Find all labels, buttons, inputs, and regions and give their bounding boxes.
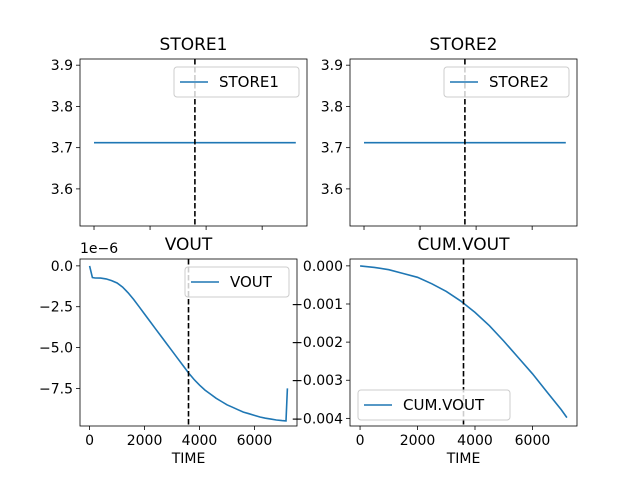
y-tick-label: 3.6: [51, 182, 73, 198]
axes-frame: [349, 58, 578, 227]
axes-frame: [79, 258, 298, 427]
y-tick-label: −0.003: [291, 373, 343, 389]
x-tick-label: 4000: [182, 433, 218, 449]
y-tick-label: 0.0: [51, 259, 73, 275]
legend-box: [357, 389, 511, 421]
x-tick-label: 6000: [515, 433, 551, 449]
legend: STORE2: [443, 66, 570, 98]
y-tick-label: −0.002: [291, 335, 343, 351]
x-axis-label: TIME: [171, 451, 206, 467]
x-tick-label: 2000: [127, 433, 163, 449]
legend-label: CUM.VOUT: [403, 396, 485, 414]
y-tick-label: −2.5: [39, 300, 73, 316]
legend: VOUT: [184, 266, 290, 298]
legend-box: [443, 66, 570, 98]
y-tick-label: 3.8: [321, 99, 343, 115]
subplot-title: STORE1: [160, 35, 228, 55]
subplot-4: CUM.VOUT 0 2000 4000 6000 0.000 −0.001 −0.002 −0…: [291, 235, 578, 467]
legend-box: [184, 266, 290, 298]
subplot-title: STORE2: [430, 35, 498, 55]
series-line-vout: [88, 265, 289, 422]
y-tick-label: −5.0: [39, 341, 73, 357]
x-tick-label: 4000: [457, 433, 493, 449]
legend: CUM.VOUT: [357, 389, 511, 421]
subplot-1: STORE1 3.6 3.7 3.8 3.9 STORE1: [51, 35, 308, 230]
y-tick-label: −0.001: [291, 297, 343, 313]
y-tick-label: 3.8: [51, 99, 73, 115]
y-tick-label: 3.7: [51, 141, 73, 157]
axes-frame: [79, 58, 308, 227]
series-line-cum-vout: [360, 265, 568, 419]
subplot-2: STORE2 3.6 3.7 3.8 3.9 STORE2: [321, 35, 578, 230]
x-tick-label: 0: [85, 433, 94, 449]
subplot-3: VOUT 0 2000 4000 6000 0.0 −2.5 −5.0 −7.5 TIME 1e−6…: [39, 235, 298, 467]
y-tick-label: 0.000: [303, 259, 343, 275]
subplot-title: CUM.VOUT: [418, 235, 511, 255]
y-tick-label: −0.004: [291, 411, 343, 427]
legend: STORE1: [173, 66, 300, 98]
y-tick-label: −7.5: [39, 381, 73, 397]
y-tick-label: 3.6: [321, 182, 343, 198]
y-tick-label: 3.9: [321, 58, 343, 74]
y-tick-label: 3.7: [321, 141, 343, 157]
legend-label: VOUT: [230, 273, 273, 291]
y-tick-label: 3.9: [51, 58, 73, 74]
subplot-title: VOUT: [165, 235, 213, 255]
x-axis-label: TIME: [446, 451, 481, 467]
y-offset-text: 1e−6: [80, 241, 118, 257]
x-tick-label: 2000: [400, 433, 436, 449]
x-tick-label: 6000: [237, 433, 273, 449]
legend-label: STORE1: [219, 73, 279, 91]
legend-label: STORE2: [489, 73, 549, 91]
x-tick-label: 0: [356, 433, 365, 449]
legend-box: [173, 66, 300, 98]
